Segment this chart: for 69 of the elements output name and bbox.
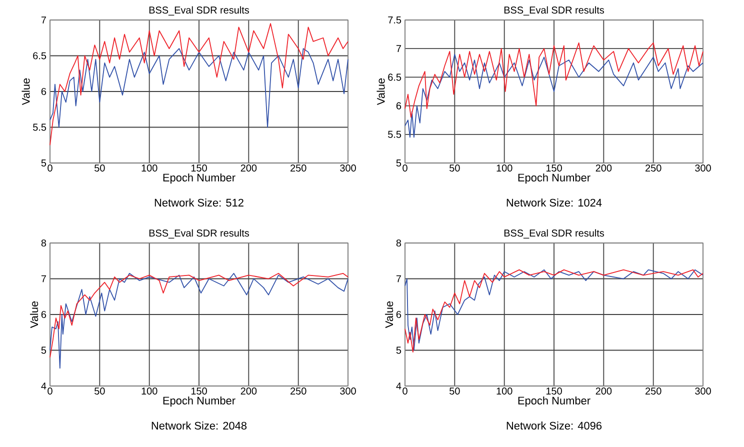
x-tick-label: 100 bbox=[496, 164, 512, 172]
x-tick-label: 50 bbox=[94, 164, 105, 172]
x-tick-label: 200 bbox=[240, 164, 257, 172]
x-tick-label: 250 bbox=[646, 164, 662, 172]
y-tick-label: 7.5 bbox=[388, 16, 402, 24]
y-tick-label: 6 bbox=[41, 310, 46, 318]
x-axis-title: Epoch Number bbox=[518, 396, 590, 407]
y-tick-label: 6 bbox=[41, 88, 46, 96]
y-tick-label: 5 bbox=[41, 346, 46, 354]
x-tick-label: 250 bbox=[290, 388, 306, 395]
text: Network Size: 4096 bbox=[506, 422, 602, 430]
x-tick-label: 50 bbox=[450, 164, 460, 172]
x-axis-title: Epoch Number bbox=[518, 173, 590, 184]
x-tick-label: 0 bbox=[402, 388, 408, 395]
x-tick-label: 300 bbox=[695, 164, 711, 172]
text: Network Size: 512 bbox=[154, 198, 244, 207]
y-tick-label: 6.5 bbox=[33, 52, 46, 60]
x-tick-label: 150 bbox=[546, 164, 562, 172]
chart-title: BSS_Eval SDR results bbox=[504, 229, 604, 238]
x-tick-label: 100 bbox=[142, 388, 158, 395]
x-tick-label: 100 bbox=[142, 164, 158, 172]
x-tick-label: 300 bbox=[695, 388, 711, 395]
y-tick-label: 5 bbox=[41, 160, 46, 166]
chart-title: BSS_Eval SDR results bbox=[149, 229, 250, 238]
y-tick-label: 4 bbox=[41, 382, 46, 390]
x-tick-label: 0 bbox=[402, 164, 408, 172]
y-tick-label: 8 bbox=[396, 239, 402, 247]
y-tick-label: 7 bbox=[41, 16, 46, 24]
y-tick-label: 8 bbox=[41, 239, 46, 247]
line-series bbox=[50, 23, 348, 146]
chart-title: BSS_Eval SDR results bbox=[149, 6, 250, 16]
x-tick-label: 200 bbox=[596, 164, 612, 172]
x-tick-label: 250 bbox=[646, 388, 662, 395]
x-tick-label: 100 bbox=[496, 388, 512, 395]
x-tick-label: 150 bbox=[191, 164, 207, 172]
y-tick-label: 5.5 bbox=[388, 130, 402, 138]
x-tick-label: 50 bbox=[450, 388, 460, 395]
x-tick-label: 250 bbox=[290, 164, 306, 172]
x-tick-label: 150 bbox=[191, 388, 207, 395]
y-tick-label: 7 bbox=[41, 275, 46, 282]
line-series bbox=[404, 54, 704, 138]
y-axis-title: Value bbox=[376, 78, 385, 106]
x-tick-label: 300 bbox=[340, 388, 356, 395]
y-axis-title: Value bbox=[385, 301, 394, 328]
x-tick-label: 200 bbox=[596, 388, 612, 395]
y-tick-label: 7 bbox=[396, 275, 401, 282]
x-tick-label: 50 bbox=[94, 388, 105, 395]
y-tick-label: 6 bbox=[396, 102, 402, 110]
text: Network Size: 2048 bbox=[152, 422, 247, 430]
y-tick-label: 6 bbox=[396, 310, 402, 318]
y-tick-label: 4 bbox=[396, 382, 402, 390]
x-tick-label: 0 bbox=[48, 164, 52, 172]
y-tick-label: 5 bbox=[396, 346, 402, 354]
x-tick-label: 300 bbox=[340, 164, 356, 172]
x-tick-label: 150 bbox=[546, 388, 562, 395]
line-series bbox=[50, 48, 348, 128]
y-tick-label: 7 bbox=[396, 45, 401, 52]
line-series bbox=[404, 42, 704, 118]
x-axis-title: Epoch Number bbox=[163, 396, 236, 407]
y-tick-label: 6.5 bbox=[388, 74, 402, 81]
y-axis-title: Value bbox=[22, 78, 30, 106]
y-tick-label: 5 bbox=[396, 160, 402, 166]
text: Network Size: 1024 bbox=[506, 198, 602, 207]
x-axis-title: Epoch Number bbox=[163, 173, 236, 184]
chart-title: BSS_Eval SDR results bbox=[504, 6, 604, 16]
y-tick-label: 5.5 bbox=[33, 124, 46, 131]
x-tick-label: 0 bbox=[48, 388, 52, 395]
y-axis-title: Value bbox=[30, 301, 38, 328]
x-tick-label: 200 bbox=[240, 388, 257, 395]
